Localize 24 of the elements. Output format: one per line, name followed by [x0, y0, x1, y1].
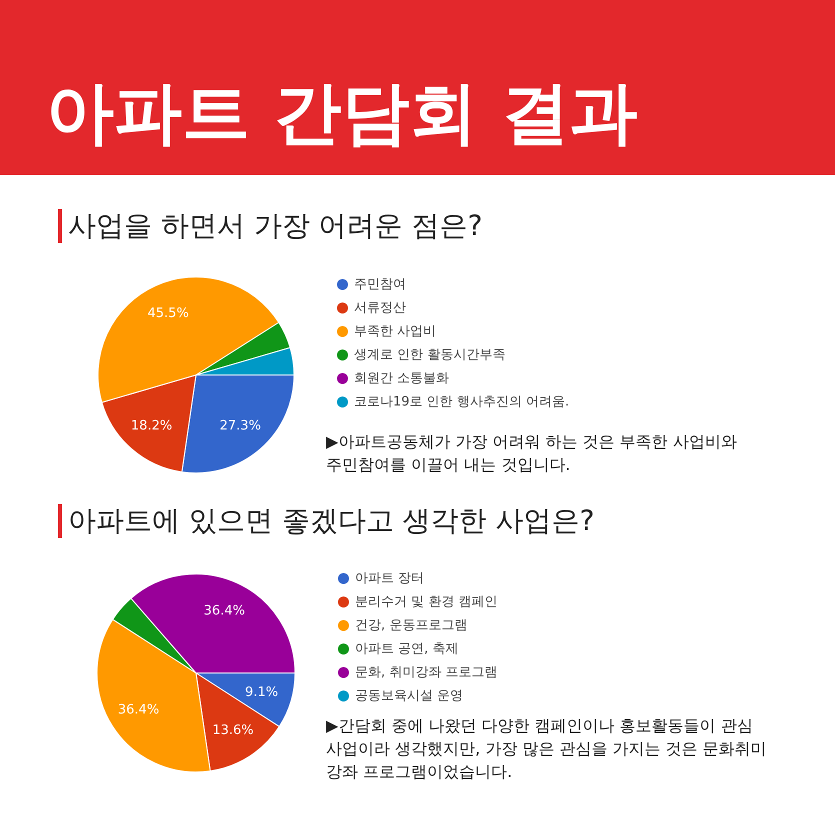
legend-label: 분리수거 및 환경 캠페인 [355, 594, 498, 610]
text: ▶간담회 중에 나왔던 다양한 캠페인이나 홍보활동들이 관심 사업이라 생각했지만, 가장 많은 관심을 가지는 것은 문화취미 강좌 프로그램이었습니다. [326, 715, 768, 783]
data-label: 45.5% [147, 306, 189, 321]
legend-label: 부족한 사업비 [354, 324, 436, 339]
text: ▶아파트공동체가 가장 어려워 하는 것은 부족한 사업비와 주민참여를 이끌어 내는 것입니다. [326, 431, 738, 476]
legend-label: 서류정산 [354, 300, 406, 316]
legend-label: 코로나19로 인한 행사추진의 어려움. [354, 394, 570, 410]
data-label: 36.4% [118, 702, 160, 718]
data-label: 13.6% [212, 722, 254, 738]
legend-label: 문화, 취미강좌 프로그램 [355, 665, 498, 680]
legend-label: 아파트 장터 [355, 571, 424, 586]
legend-label: 생계로 인한 활동시간부족 [354, 348, 506, 362]
chart-title: 아파트에 있으면 좋겠다고 생각한 사업은? [68, 503, 594, 539]
data-label: 27.3% [220, 418, 261, 434]
legend-label: 공동보육시설 운영 [355, 688, 464, 704]
data-label: 9.1% [245, 684, 278, 700]
chart-subtitle: 사업을 하면서 가장 어려운 점은? [68, 208, 482, 244]
chart-title: 아파트 간담회 결과 [46, 74, 638, 154]
data-label: 18.2% [130, 418, 172, 434]
legend-label: 회원간 소통불화 [354, 371, 450, 386]
legend-label: 주민참여 [354, 277, 406, 292]
legend-label: 건강, 운동프로그램 [355, 618, 468, 633]
data-label: 36.4% [204, 603, 245, 618]
legend-label: 아파트 공연, 축제 [355, 642, 458, 656]
